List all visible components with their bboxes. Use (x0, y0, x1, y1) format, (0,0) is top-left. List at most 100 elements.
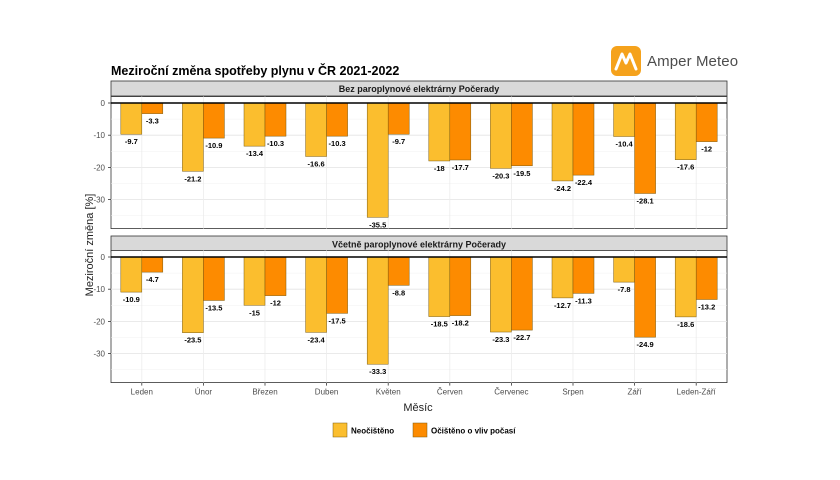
data-label: -15 (249, 308, 260, 317)
chart-title: Meziroční změna spotřeby plynu v ČR 2021… (111, 63, 399, 78)
data-label: -23.5 (184, 336, 201, 345)
panel-1: Bez paroplynové elektrárny Počerady 0 -10 -… (93, 80, 728, 229)
data-label: -23.4 (308, 335, 326, 344)
data-label: -10.4 (616, 139, 634, 148)
bar-neocisteno (490, 256, 512, 333)
bar-neocisteno (243, 256, 266, 306)
data-label: -11.3 (575, 296, 592, 305)
x-tick-label: Srpen (562, 388, 583, 397)
y-tick-label: -30 (93, 350, 105, 359)
data-label: -7.8 (618, 285, 631, 294)
data-label: -22.4 (575, 178, 593, 187)
data-label: -35.5 (369, 220, 386, 229)
data-label: -4.7 (146, 275, 159, 284)
data-label: -21.2 (184, 174, 201, 183)
bar-neocisteno (428, 256, 451, 317)
bar-neocisteno (182, 256, 204, 333)
x-tick-label: Březen (252, 388, 277, 397)
bar-ocisteno (572, 256, 595, 294)
y-tick-label: -10 (93, 285, 105, 294)
data-label: -18.2 (452, 319, 469, 328)
data-label: -16.6 (308, 159, 325, 168)
bar-neocisteno (366, 256, 389, 365)
data-label: -10.3 (267, 139, 284, 148)
bar-neocisteno (551, 256, 574, 299)
x-tick-label: Květen (376, 388, 401, 397)
bar-neocisteno (305, 256, 327, 333)
legend-swatch (412, 422, 428, 438)
data-label: -24.9 (637, 340, 654, 349)
data-label: -17.7 (452, 163, 469, 172)
data-label: -17.6 (677, 163, 694, 172)
bar-neocisteno (428, 102, 451, 162)
data-label: -12.7 (554, 301, 571, 310)
bar-ocisteno (141, 256, 164, 273)
data-label: -12 (701, 145, 712, 154)
x-tick-label: Červenec (494, 388, 528, 397)
y-tick-label: -20 (93, 317, 105, 326)
x-tick-label: Únor (195, 388, 213, 397)
bar-neocisteno (120, 256, 143, 293)
bar-neocisteno (182, 102, 204, 172)
brand-logo: Amper Meteo (611, 46, 738, 76)
bar-neocisteno (613, 256, 635, 283)
x-tick-label: Leden-Září (677, 388, 717, 397)
x-axis-label: Měsíc (403, 402, 433, 414)
bar-ocisteno (634, 256, 656, 338)
bar-ocisteno (449, 102, 472, 161)
x-tick-label: Leden (131, 388, 153, 397)
bar-ocisteno (203, 256, 225, 301)
bar-neocisteno (120, 102, 143, 135)
legend-label: Očištěno o vliv počasí (431, 427, 516, 436)
bar-ocisteno (387, 256, 410, 286)
y-axis-label: Meziroční změna [%] (84, 194, 96, 297)
legend-swatch (332, 422, 348, 438)
bar-ocisteno (141, 102, 164, 114)
y-tick-label: -30 (93, 196, 105, 205)
bar-ocisteno (634, 102, 656, 194)
data-label: -13.2 (698, 303, 715, 312)
bar-ocisteno (264, 102, 287, 137)
bar-ocisteno (511, 102, 533, 167)
data-label: -3.3 (146, 117, 159, 126)
y-tick-label: 0 (101, 99, 106, 108)
y-tick-label: -20 (93, 163, 105, 172)
data-label: -19.5 (513, 169, 530, 178)
data-label: -10.9 (123, 295, 140, 304)
legend-label: Neočištěno (351, 427, 394, 436)
x-tick-label: Červen (437, 388, 463, 397)
data-label: -23.3 (492, 335, 509, 344)
bar-ocisteno (203, 102, 225, 139)
data-label: -20.3 (492, 171, 509, 180)
data-label: -13.5 (205, 303, 222, 312)
panel-title: Bez paroplynové elektrárny Počerady (339, 84, 500, 94)
bar-ocisteno (695, 102, 718, 142)
bar-neocisteno (490, 102, 512, 169)
data-label: -28.1 (637, 196, 654, 205)
panel-title: Včetně paroplynové elektrárny Počerady (332, 240, 506, 250)
x-tick-label: Duben (315, 388, 339, 397)
bar-neocisteno (366, 102, 389, 218)
amper-meteo-logo-icon (611, 46, 641, 76)
bar-neocisteno (674, 102, 697, 160)
x-axis: Leden Únor Březen Duben Květen Červen Červenec… (131, 382, 717, 397)
chart-panels: Bez paroplynové elektrárny Počerady 0 -10 -… (93, 80, 728, 383)
bar-ocisteno (449, 256, 472, 316)
data-label: -13.4 (246, 149, 264, 158)
data-label: -18.5 (431, 320, 448, 329)
bar-ocisteno (695, 256, 718, 300)
brand-name: Amper Meteo (647, 52, 739, 70)
bar-neocisteno (305, 102, 327, 157)
bar-neocisteno (243, 102, 266, 147)
data-label: -33.3 (369, 367, 386, 376)
bar-neocisteno (674, 256, 697, 318)
y-tick-label: 0 (101, 253, 106, 262)
data-label: -22.7 (513, 333, 530, 342)
panel-strip (110, 80, 728, 97)
y-tick-label: -10 (93, 131, 105, 140)
data-label: -17.5 (329, 316, 346, 325)
data-label: -9.7 (125, 137, 138, 146)
bar-neocisteno (551, 102, 574, 182)
data-label: -9.7 (392, 137, 405, 146)
